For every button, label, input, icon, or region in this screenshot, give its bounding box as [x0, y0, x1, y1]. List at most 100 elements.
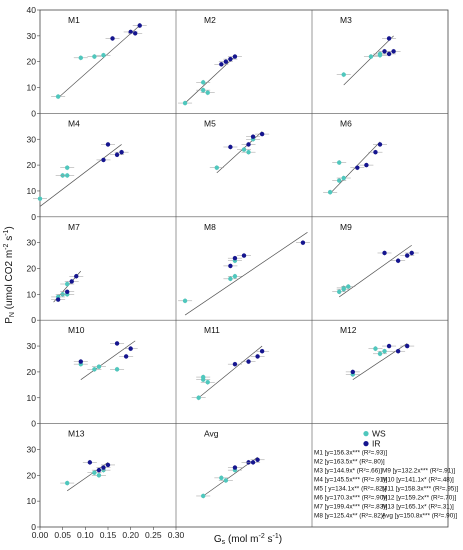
legend-box: [316, 426, 444, 524]
panel-title: M5: [204, 118, 216, 128]
ir-point: [386, 36, 392, 41]
panel-m2: M2: [178, 15, 242, 106]
regression-line: [184, 232, 308, 316]
panel-title: M1: [68, 15, 80, 25]
ws-point: [37, 196, 43, 201]
ws-point: [182, 100, 188, 106]
ir-point: [386, 343, 392, 349]
ws-point: [382, 349, 387, 354]
regression-equation: M1 [y=156.3x*** (R²=.93)]: [314, 450, 387, 457]
x-tick-label: 0.05: [54, 530, 71, 540]
ir-point: [232, 54, 238, 59]
ir-point: [119, 149, 124, 155]
ws-point: [337, 289, 342, 294]
legend-ir-label: IR: [372, 439, 381, 449]
ir-point: [65, 289, 70, 294]
ir-point: [250, 134, 256, 139]
ws-point: [92, 367, 97, 372]
ir-point: [228, 263, 233, 269]
ws-point: [65, 281, 70, 287]
y-tick-label: 20: [27, 470, 37, 480]
y-tick-label: 10: [27, 289, 37, 299]
ws-point: [337, 178, 342, 183]
ir-point: [219, 62, 224, 67]
panel-m1: M1: [51, 15, 147, 100]
ws-point: [65, 165, 70, 170]
ws-point: [114, 367, 120, 372]
panel-m13: M13: [60, 429, 115, 492]
ir-point: [250, 460, 256, 465]
ir-point: [55, 297, 61, 302]
ir-point: [241, 253, 247, 258]
regression-line: [343, 35, 394, 86]
ir-point: [350, 369, 355, 375]
ir-point: [105, 462, 111, 468]
ir-point: [259, 131, 265, 137]
ir-point: [78, 359, 84, 364]
y-tick-label: 0: [31, 315, 36, 325]
regression-line: [198, 345, 263, 399]
y-tick-label: 10: [27, 496, 37, 506]
panel-title: M8: [204, 222, 216, 232]
ir-point: [255, 354, 260, 359]
ir-point: [228, 56, 233, 62]
x-axis-label: Gs (mol m-2 s-1): [214, 533, 282, 546]
y-tick-label: 20: [27, 57, 37, 67]
panel-m12: M12: [340, 325, 415, 380]
regression-line: [39, 144, 122, 207]
ws-point: [228, 276, 233, 282]
panel-m5: M5: [204, 118, 270, 174]
panel-title: M10: [68, 325, 85, 335]
ir-point: [246, 142, 251, 147]
ws-point: [341, 175, 346, 181]
ir-point: [377, 142, 383, 147]
ir-point: [96, 467, 102, 473]
ir-point: [364, 162, 369, 168]
panel-m6: M6: [323, 118, 387, 195]
ir-point: [223, 59, 229, 64]
ir-point: [255, 457, 260, 462]
ws-point: [96, 473, 102, 478]
y-tick-label: 20: [27, 264, 37, 274]
ir-point: [391, 49, 396, 54]
ir-point: [123, 354, 129, 359]
ir-point: [395, 258, 401, 263]
panel-title: M7: [68, 222, 80, 232]
ws-point: [101, 53, 106, 58]
ir-point: [137, 23, 142, 28]
ir-point: [300, 240, 306, 245]
y-tick-label: 0: [31, 522, 36, 532]
ws-point: [205, 380, 210, 385]
ws-point: [92, 54, 97, 59]
ws-point: [214, 165, 219, 170]
y-tick-label: 40: [27, 5, 37, 15]
regression-line: [57, 25, 140, 99]
ws-point: [92, 470, 97, 475]
ir-point: [101, 157, 106, 163]
y-axis-ticks: 40 30 20 10 0 30 20 10 0 30 20 10 0 30 20 10 0 30 20 10 0: [27, 5, 40, 532]
regression-equation: M3 [y=144.9x* (R²=.66)]: [314, 468, 382, 475]
ir-point: [232, 465, 238, 470]
ws-point: [341, 72, 346, 77]
panel-title: Avg: [204, 429, 219, 439]
regression-equation: M13 [y=165.1x* (R²=.31)]: [382, 504, 454, 511]
panel-m9: M9: [332, 222, 419, 298]
ws-point: [346, 284, 351, 289]
ws-point: [377, 351, 383, 357]
ir-point: [114, 152, 120, 157]
ir-point: [114, 341, 120, 346]
ws-point: [78, 55, 84, 61]
ir-point: [382, 49, 387, 54]
ir-point: [355, 165, 360, 170]
ir-point: [373, 149, 378, 155]
y-tick-label: 10: [27, 393, 37, 403]
ws-point: [196, 395, 201, 400]
ws-point: [368, 54, 374, 59]
x-tick-label: 0.15: [100, 530, 117, 540]
ws-point: [241, 147, 247, 152]
ir-point: [246, 359, 251, 364]
ir-point: [395, 349, 401, 354]
y-tick-label: 0: [31, 212, 36, 222]
